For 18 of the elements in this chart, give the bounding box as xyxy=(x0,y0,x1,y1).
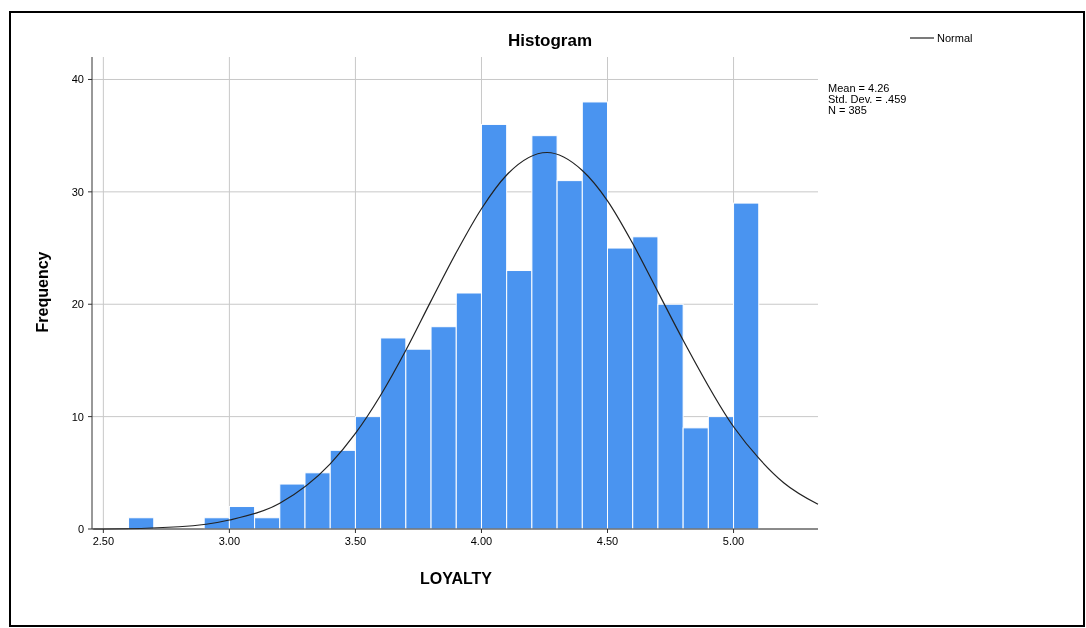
y-tick-label: 0 xyxy=(77,523,84,535)
x-tick-label: 2.50 xyxy=(92,535,115,547)
x-axis-title: LOYALTY xyxy=(419,570,493,587)
x-tick-label: 5.00 xyxy=(722,535,745,547)
x-tick-label: 4.00 xyxy=(470,535,493,547)
chart-title: Histogram xyxy=(507,31,593,50)
text: Std. Dev. = .459 xyxy=(828,93,907,105)
x-tick-label: 4.50 xyxy=(596,535,619,547)
legend-label: Normal xyxy=(937,32,973,44)
x-tick-label: 3.00 xyxy=(218,535,241,547)
y-tick-label: 40 xyxy=(71,73,84,86)
y-tick-label: 10 xyxy=(71,410,84,423)
y-axis-title: Frequency xyxy=(34,251,51,333)
text: N = 385 xyxy=(828,104,867,116)
x-tick-label: 3.50 xyxy=(344,535,367,547)
text: Mean = 4.26 xyxy=(828,82,890,94)
y-tick-label: 20 xyxy=(71,298,84,311)
y-tick-label: 30 xyxy=(71,185,84,198)
